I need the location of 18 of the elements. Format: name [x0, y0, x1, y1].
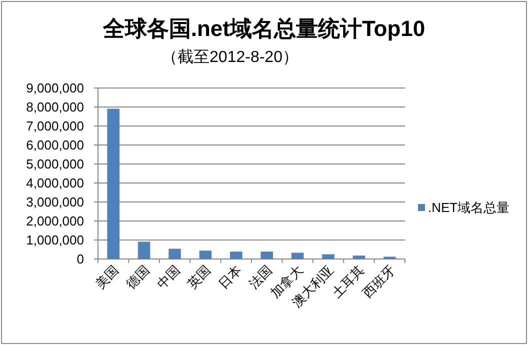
y-tick-label: 6,000,000 — [26, 138, 84, 152]
x-tick-label: 美国 — [92, 262, 122, 292]
chart-title: 全球各国.net域名总量统计Top10 — [102, 16, 426, 41]
y-tick-label: 9,000,000 — [26, 80, 84, 96]
y-tick-label: 4,000,000 — [26, 176, 84, 190]
y-tick-label: 8,000,000 — [26, 100, 84, 114]
y-tick-label: 0 — [76, 252, 84, 266]
chart-subtitle: （截至2012-8-20） — [162, 48, 298, 66]
legend-label: .NET域名总量 — [428, 200, 510, 215]
x-tick-label: 德国 — [123, 262, 152, 292]
x-tick-label: 中国 — [154, 262, 183, 292]
y-tick-label: 7,000,000 — [26, 118, 84, 134]
y-tick-label: 3,000,000 — [26, 194, 84, 210]
x-tick-label: 英国 — [184, 262, 214, 292]
y-tick-label: 2,000,000 — [26, 214, 84, 228]
y-tick-label: 1,000,000 — [26, 232, 84, 248]
y-tick-label: 5,000,000 — [26, 156, 84, 172]
x-tick-label: 日本 — [215, 262, 244, 292]
